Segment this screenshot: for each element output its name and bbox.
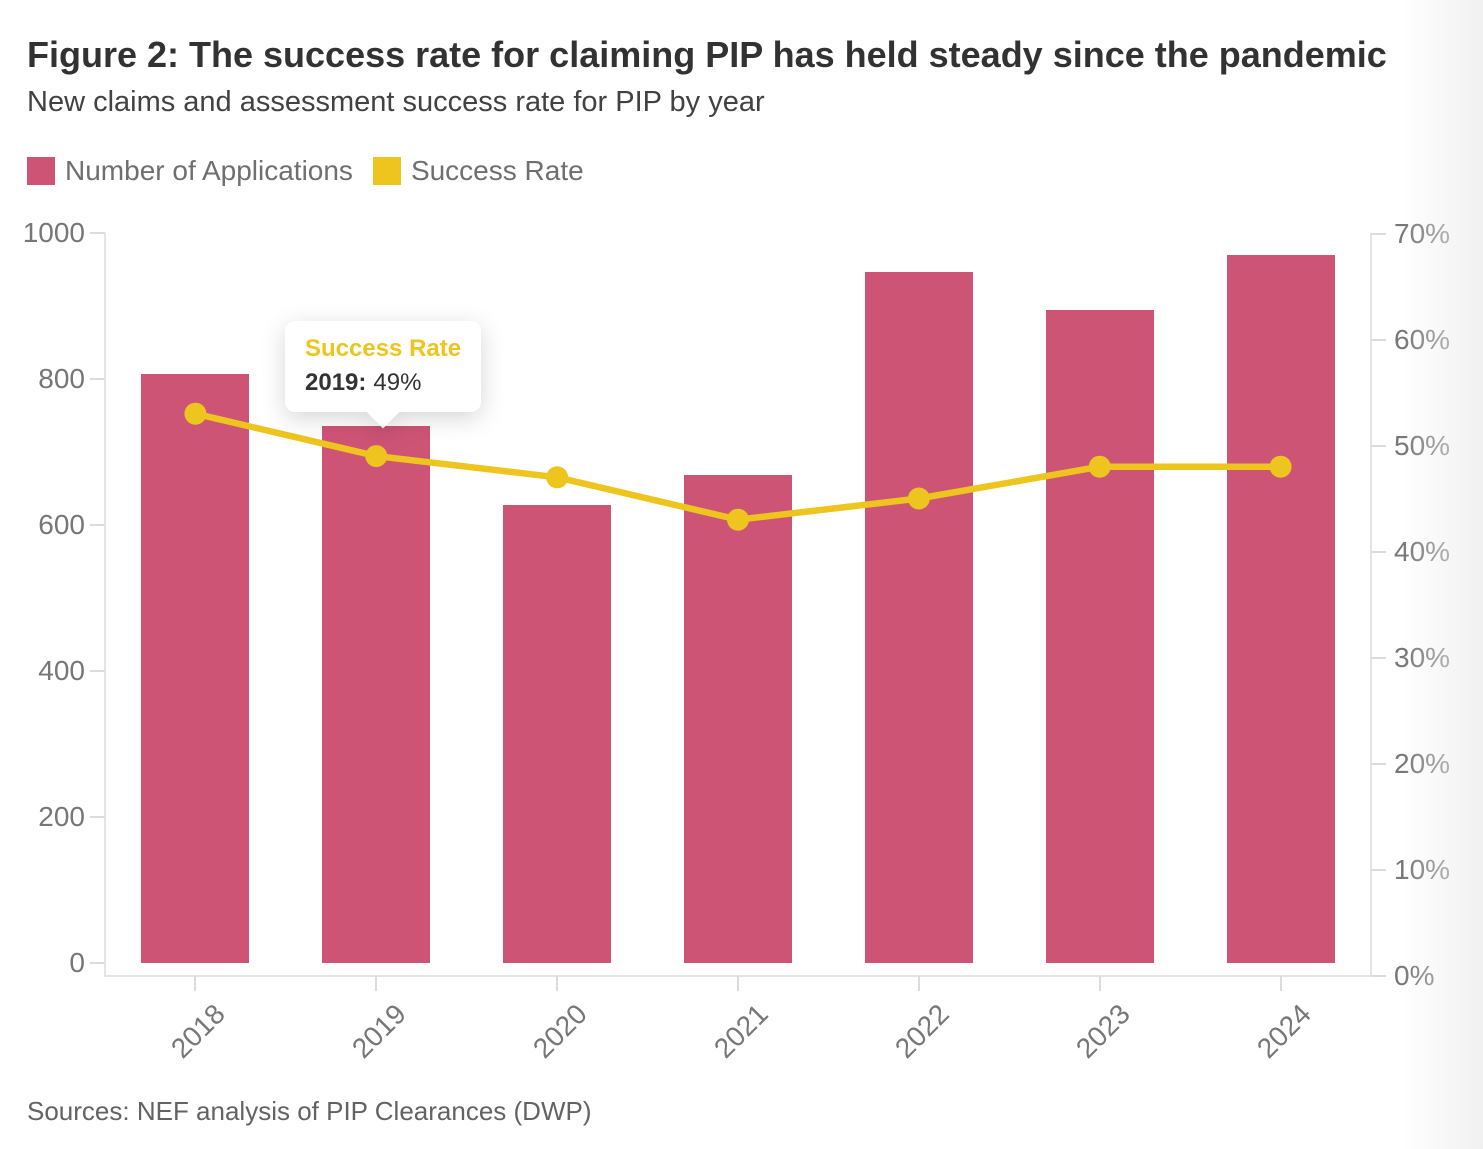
y-axis-right-tick — [1371, 338, 1386, 341]
y-axis-right-tick — [1371, 232, 1386, 235]
legend-label-success-rate: Success Rate — [410, 155, 584, 186]
tooltip-value-line: 2019: 49% — [305, 369, 461, 397]
x-tick-label-2020: 2020 — [527, 998, 594, 1064]
y-axis-left-label: 800 — [38, 363, 85, 394]
x-tick-label-2019: 2019 — [346, 998, 413, 1064]
y-axis-right-label: 10% — [1394, 853, 1451, 885]
tooltip-box: Success Rate 2019: 49% — [285, 321, 482, 412]
bar-2019[interactable] — [322, 426, 431, 963]
y-axis-right-line — [1370, 233, 1372, 977]
x-tick-label-2022: 2022 — [888, 998, 955, 1064]
x-tick-label-2024: 2024 — [1250, 998, 1317, 1064]
y-axis-left-tick — [90, 816, 105, 818]
y-axis-right-label: 50% — [1394, 429, 1451, 461]
bar-2018[interactable] — [141, 373, 250, 963]
tooltip: Success Rate 2019: 49% — [285, 321, 482, 429]
y-axis-right-label: 60% — [1394, 323, 1451, 355]
x-tick-label-2023: 2023 — [1069, 998, 1136, 1064]
y-axis-left-tick — [90, 232, 105, 234]
legend-item-applications[interactable]: Number of Applications — [27, 155, 353, 187]
y-axis-left-tick — [90, 962, 105, 964]
x-axis-tick — [375, 976, 378, 991]
x-axis-tick — [917, 976, 920, 991]
y-axis-right-label: 0% — [1394, 959, 1435, 991]
y-axis-right-tick — [1371, 444, 1386, 447]
tooltip-value: 49% — [373, 369, 422, 396]
x-axis-tick — [737, 976, 739, 991]
y-axis-left-label: 400 — [38, 655, 85, 686]
y-axis-right-tick — [1371, 974, 1386, 977]
figure-subtitle: New claims and assessment success rate f… — [27, 86, 765, 118]
line-marker-2019[interactable] — [365, 445, 388, 468]
line-marker-2021[interactable] — [727, 508, 749, 531]
bar-2022[interactable] — [864, 271, 973, 963]
x-axis-tick — [1098, 976, 1101, 991]
y-axis-left-tick — [90, 524, 105, 526]
x-axis-tick — [556, 976, 559, 991]
legend: Number of Applications Success Rate — [27, 155, 584, 187]
source-note: Sources: NEF analysis of PIP Clearances … — [27, 1096, 592, 1126]
x-tick-label-2021: 2021 — [707, 998, 774, 1064]
y-axis-left-tick — [90, 670, 105, 672]
y-axis-right-label: 70% — [1394, 217, 1451, 249]
legend-swatch-success-rate — [372, 157, 401, 185]
y-axis-left-label: 0 — [69, 947, 85, 978]
line-marker-2023[interactable] — [1088, 455, 1111, 478]
bar-2021[interactable] — [684, 475, 792, 963]
line-marker-2024[interactable] — [1269, 455, 1292, 478]
x-axis-line — [104, 974, 1386, 977]
line-marker-2022[interactable] — [907, 487, 930, 510]
y-axis-right-tick — [1371, 868, 1386, 871]
figure-title: Figure 2: The success rate for claiming … — [27, 34, 1387, 75]
y-axis-left-line — [104, 233, 106, 977]
y-axis-right-tick — [1371, 656, 1386, 659]
x-axis-tick — [194, 976, 197, 991]
y-axis-right-tick — [1371, 762, 1386, 765]
y-axis-right-label: 30% — [1394, 641, 1451, 673]
legend-label-applications: Number of Applications — [65, 155, 353, 186]
bar-2020[interactable] — [503, 504, 612, 963]
y-axis-right-tick — [1371, 550, 1386, 553]
bar-2023[interactable] — [1045, 309, 1154, 963]
y-axis-right-label: 20% — [1394, 747, 1451, 779]
line-marker-2020[interactable] — [546, 466, 569, 489]
y-axis-left-label: 200 — [38, 801, 85, 832]
y-axis-left-tick — [90, 378, 105, 380]
legend-swatch-applications — [27, 157, 55, 185]
tooltip-series-title: Success Rate — [305, 335, 462, 362]
x-tick-label-2018: 2018 — [165, 998, 232, 1064]
y-axis-left-label: 600 — [38, 509, 85, 540]
y-axis-right-label: 40% — [1394, 535, 1451, 567]
bar-2024[interactable] — [1226, 254, 1335, 963]
tooltip-year: 2019: — [305, 369, 367, 396]
legend-item-success-rate[interactable]: Success Rate — [372, 155, 584, 187]
y-axis-left-label: 1000 — [22, 217, 85, 248]
x-axis-tick — [1279, 976, 1282, 991]
line-marker-2018[interactable] — [184, 402, 207, 425]
